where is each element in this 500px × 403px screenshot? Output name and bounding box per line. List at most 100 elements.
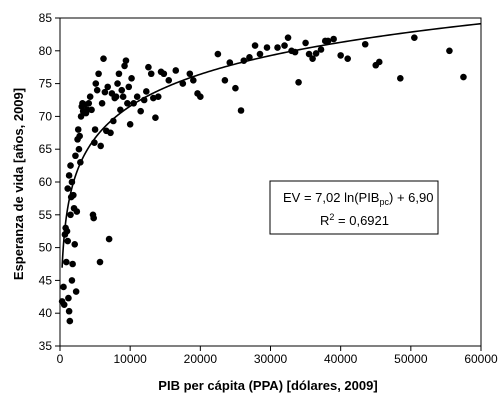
data-point	[88, 106, 95, 114]
equation-box-frame	[269, 180, 439, 235]
data-point	[295, 78, 302, 86]
equation-box: EV = 7,02 ln(PIBpc) + 6,90 R2 = 0,6921	[269, 180, 439, 235]
data-point	[69, 260, 76, 268]
data-point	[324, 37, 332, 45]
data-points	[58, 34, 467, 325]
data-point	[97, 142, 104, 150]
data-point	[263, 44, 271, 51]
data-point	[72, 288, 80, 295]
data-point	[96, 258, 104, 266]
y-tick-label: 55	[39, 208, 53, 222]
data-point	[160, 70, 168, 78]
data-point	[64, 185, 72, 192]
data-point	[85, 99, 93, 107]
y-tick-label: 40	[39, 306, 53, 320]
y-tick-label: 35	[39, 339, 53, 353]
y-tick-label: 65	[39, 142, 53, 156]
data-point	[93, 86, 101, 94]
data-point	[232, 84, 239, 92]
x-tick-label: 0	[57, 352, 64, 366]
data-point	[70, 191, 77, 199]
r-squared-value: = 0,6921	[334, 213, 389, 228]
data-point	[72, 152, 79, 160]
data-point	[165, 77, 173, 84]
x-tick-label: 40000	[324, 352, 358, 366]
x-tick-label: 60000	[464, 352, 498, 366]
data-point	[143, 88, 150, 95]
data-point	[284, 34, 292, 41]
data-point	[63, 258, 70, 266]
x-tick-label: 50000	[394, 352, 428, 366]
data-point	[124, 99, 131, 107]
data-point	[118, 86, 126, 94]
data-point	[128, 75, 135, 82]
data-point	[145, 63, 152, 71]
data-point	[90, 214, 97, 222]
data-point	[274, 44, 281, 51]
data-point	[67, 162, 74, 169]
r-squared-label: R	[320, 213, 329, 228]
y-tick-label: 60	[39, 175, 53, 189]
y-axis-title: Esperanza de vida [años, 2009]	[11, 88, 26, 280]
x-tick-label: 10000	[113, 352, 147, 366]
data-point	[65, 307, 73, 315]
data-point	[65, 294, 72, 302]
data-point	[119, 93, 127, 101]
data-point	[115, 70, 123, 78]
data-point	[237, 107, 245, 114]
r-squared-superscript: 2	[329, 212, 334, 222]
data-point	[197, 93, 204, 101]
data-point	[190, 77, 197, 84]
data-point	[77, 113, 85, 120]
data-point	[305, 50, 313, 58]
data-point	[60, 301, 68, 308]
data-point	[112, 93, 120, 101]
data-point	[152, 114, 159, 122]
trend-equation-subscript: pc	[379, 197, 389, 207]
data-point	[95, 70, 102, 78]
data-point	[86, 93, 94, 101]
y-tick-label: 70	[39, 109, 53, 123]
data-point	[67, 211, 74, 219]
data-point	[92, 80, 100, 87]
data-point	[302, 39, 309, 47]
data-point	[91, 126, 99, 133]
data-point	[137, 107, 144, 115]
data-point	[74, 126, 82, 133]
trend-r-squared: R2 = 0,6921	[320, 212, 389, 228]
data-point	[337, 52, 344, 59]
y-tick-label: 50	[39, 241, 53, 255]
y-tick-label: 85	[39, 11, 53, 25]
trend-equation: EV = 7,02 ln(PIBpc) + 6,90	[283, 190, 433, 207]
y-tick-label: 45	[39, 273, 53, 287]
trend-equation-tail: ) + 6,90	[389, 190, 433, 205]
data-point	[312, 50, 320, 57]
data-point	[281, 42, 288, 49]
data-point	[71, 241, 79, 248]
data-point	[344, 55, 351, 62]
data-point	[179, 80, 187, 87]
data-point	[186, 70, 194, 78]
data-point	[60, 283, 67, 291]
data-point	[101, 88, 109, 96]
data-point	[172, 67, 180, 74]
data-point	[221, 77, 229, 84]
data-point	[66, 317, 74, 325]
data-point	[75, 145, 83, 153]
data-point	[105, 235, 113, 243]
data-point	[121, 62, 128, 70]
data-point	[411, 34, 418, 41]
data-point	[375, 58, 383, 66]
data-point	[104, 83, 112, 91]
y-tick-label: 80	[39, 44, 53, 58]
data-point	[154, 93, 162, 101]
data-point	[446, 47, 453, 55]
data-point	[309, 55, 316, 62]
trend-line	[61, 22, 482, 268]
data-point	[251, 42, 259, 49]
data-point	[98, 99, 106, 107]
data-point	[361, 40, 369, 48]
data-point	[64, 237, 72, 245]
data-point	[460, 73, 467, 81]
data-point	[114, 80, 121, 87]
